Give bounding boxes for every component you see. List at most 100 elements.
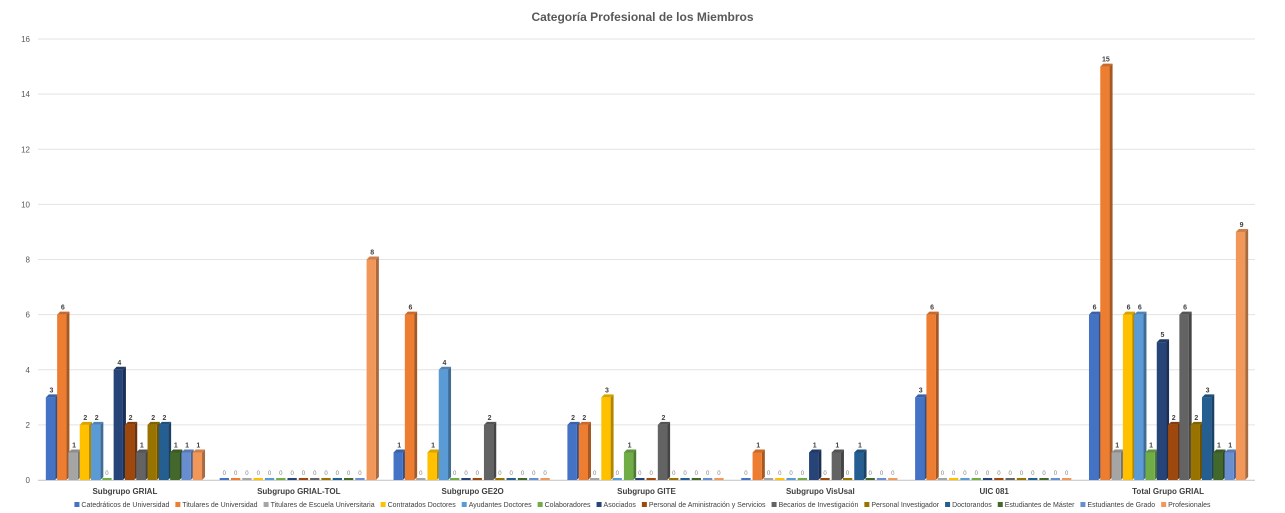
bar-side <box>66 311 70 480</box>
data-label: 0 <box>672 471 676 477</box>
data-label: 2 <box>582 415 586 422</box>
bar-top <box>1088 311 1102 315</box>
bar <box>876 478 887 480</box>
bar-top <box>1179 311 1192 315</box>
bar-top <box>1122 311 1136 315</box>
y-tick-label: 0 <box>26 476 31 485</box>
bar <box>786 478 796 480</box>
bar <box>355 478 365 480</box>
bar <box>669 478 679 480</box>
data-label: 3 <box>605 387 609 394</box>
bar-top <box>404 311 418 315</box>
data-label: 0 <box>789 471 793 477</box>
data-label: 5 <box>1160 332 1164 339</box>
bar-top <box>915 394 928 398</box>
data-label: 0 <box>593 471 597 477</box>
bar <box>590 478 600 480</box>
bar-top <box>393 449 406 453</box>
bar <box>926 314 936 480</box>
legend-label: Estudiantes de Grado <box>1087 502 1155 509</box>
data-label: 2 <box>83 415 87 422</box>
bar-top <box>1134 311 1147 315</box>
bar <box>393 452 403 480</box>
data-label: 6 <box>1183 305 1187 312</box>
bar <box>124 424 135 480</box>
bar <box>450 478 460 480</box>
data-label: 0 <box>464 471 468 477</box>
data-label: 6 <box>61 305 65 312</box>
data-label: 1 <box>1217 442 1221 449</box>
data-label: 3 <box>50 387 54 394</box>
data-label: 0 <box>975 471 979 477</box>
bar <box>310 478 320 480</box>
bar <box>45 397 56 480</box>
bar-top <box>1145 449 1158 453</box>
data-label: 0 <box>1020 471 1024 477</box>
bar <box>1050 478 1061 480</box>
legend-swatch <box>74 502 80 507</box>
bar-top <box>57 311 70 315</box>
bar <box>113 369 123 480</box>
legend-swatch <box>945 502 951 507</box>
bar <box>1062 478 1072 480</box>
bar-top <box>1201 394 1215 398</box>
legend-label: Titulares de Universidad <box>182 502 257 509</box>
bar-top <box>136 449 149 453</box>
legend-label: Titulares de Escuela Universitaria <box>271 502 375 509</box>
bar <box>276 478 286 480</box>
bar-top <box>1100 63 1113 67</box>
bar-top <box>68 449 81 453</box>
data-label: 0 <box>302 471 306 477</box>
data-label: 1 <box>835 442 839 449</box>
data-label: 2 <box>1172 415 1176 422</box>
data-label: 0 <box>706 471 710 477</box>
bar-top <box>438 366 452 370</box>
data-label: 0 <box>358 471 362 477</box>
bar-top <box>1111 449 1124 453</box>
bar <box>971 478 981 480</box>
data-label: 0 <box>801 471 805 477</box>
data-label: 2 <box>488 415 492 422</box>
data-label: 0 <box>268 471 272 477</box>
bar <box>657 424 668 480</box>
bar-top <box>79 421 93 425</box>
bar-side <box>375 256 379 480</box>
data-label: 1 <box>813 442 817 449</box>
bar <box>529 478 539 480</box>
data-label: 0 <box>1042 471 1046 477</box>
bar <box>1201 397 1212 480</box>
bar <box>888 478 898 480</box>
bar <box>219 478 229 480</box>
bar-top <box>601 394 614 398</box>
data-label: 0 <box>683 471 687 477</box>
bar <box>495 478 505 480</box>
data-label: 1 <box>756 442 760 449</box>
bar-top <box>831 449 844 453</box>
bar <box>287 478 297 480</box>
data-label: 3 <box>1206 387 1210 394</box>
legend-swatch <box>537 502 543 507</box>
bar-side <box>840 449 844 480</box>
bar <box>1168 424 1178 480</box>
data-label: 6 <box>1138 305 1142 312</box>
bar <box>472 478 482 480</box>
bar <box>646 478 656 480</box>
data-label: 0 <box>941 471 945 477</box>
bar-side <box>818 449 822 480</box>
bar <box>601 397 611 480</box>
bar <box>1224 452 1234 480</box>
category-label: UIC 081 <box>980 487 1010 496</box>
bar <box>332 478 342 480</box>
legend-label: Ayudantes Doctores <box>469 502 532 509</box>
data-label: 0 <box>290 471 294 477</box>
bar <box>192 452 203 480</box>
bar-top <box>181 449 194 453</box>
bar <box>960 478 970 480</box>
y-tick-label: 2 <box>26 421 31 430</box>
bar <box>540 478 550 480</box>
data-label: 0 <box>419 471 423 477</box>
bar <box>567 424 577 480</box>
legend-swatch <box>380 502 386 507</box>
bar <box>91 424 101 480</box>
data-label: 0 <box>245 471 249 477</box>
